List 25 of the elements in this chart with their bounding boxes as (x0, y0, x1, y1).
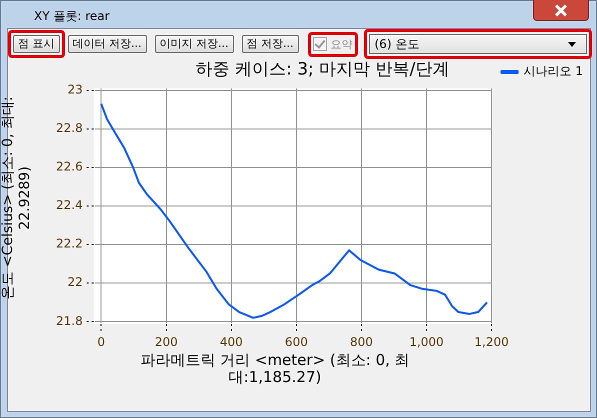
chart-title: 하중 케이스: 3; 마지막 반복/단계 (196, 60, 450, 80)
text: 이미지 저장... (154, 35, 234, 53)
text: XY 플롯: rear (34, 8, 110, 25)
y-axis-title: 온도 <Celsius> (최소: 0, 최대: 22.9289) (0, 95, 34, 302)
x-tick-label: 200 (154, 334, 178, 349)
x-tick-label: 1,200 (474, 334, 509, 349)
legend-label: 시나리오 1 (524, 64, 584, 78)
x-tick-label: 600 (284, 334, 308, 349)
text: (6) 온도 (368, 34, 587, 54)
y-tick-label: 22.4 (56, 198, 83, 212)
x-tick-label: 400 (220, 334, 243, 349)
text: 요약 (330, 36, 352, 52)
text: 데이터 저장... (68, 35, 146, 53)
y-tick-label: 22.6 (56, 160, 83, 174)
x-axis-title: 파라메트릭 거리 <meter> (최소: 0, 최대:1,185.27) (139, 351, 411, 386)
y-tick-label: 22.2 (56, 236, 83, 251)
x-tick-label: 800 (350, 334, 373, 349)
text: 점 표시 (13, 35, 60, 53)
y-tick-label: 22 (67, 275, 83, 290)
y-tick-label: 21.8 (56, 314, 83, 328)
y-tick-label: 22.8 (56, 121, 83, 136)
text: 점 저장... (242, 35, 298, 53)
x-tick-label: 0 (97, 334, 106, 349)
x-tick-label: 1,000 (409, 334, 444, 349)
y-tick-label: 23 (67, 82, 83, 96)
